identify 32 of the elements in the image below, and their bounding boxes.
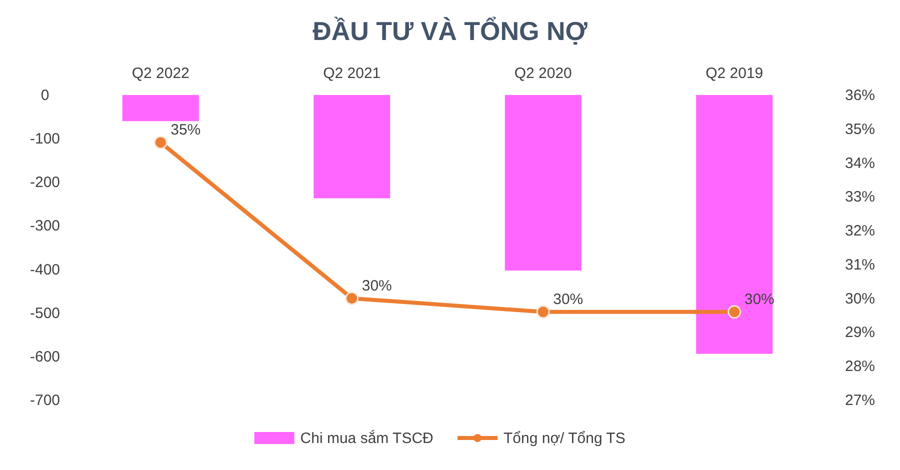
y2-tick-label: 30% — [844, 290, 876, 308]
y2-tick-label: 28% — [844, 358, 876, 376]
y-tick-label: -300 — [30, 218, 60, 235]
y-tick-label: -500 — [30, 304, 60, 322]
y2-tick-label: 29% — [844, 324, 876, 342]
y-tick-label: -700 — [30, 392, 60, 409]
chart-title: ĐẦU TƯ VÀ TỔNG NỢ — [312, 16, 588, 46]
y-tick-label: -600 — [30, 348, 60, 366]
data-label: 30% — [362, 277, 392, 294]
y-tick-label: -200 — [30, 174, 60, 192]
point — [536, 305, 550, 319]
point — [728, 305, 742, 319]
y2-tick-label: 27% — [844, 392, 876, 409]
x-tick-label: Q2 2019 — [706, 65, 764, 82]
data-label: 30% — [553, 290, 584, 308]
y-tick-label: 0 — [40, 87, 50, 104]
legend-label: Tổng nợ/ Tổng TS — [504, 430, 626, 447]
y2-tick-label: 36% — [844, 87, 876, 104]
data-label: 35% — [170, 121, 201, 138]
y2-tick-label: 34% — [844, 154, 876, 172]
y-tick-label: -400 — [30, 261, 60, 278]
x-tick-label: Q2 2021 — [323, 65, 381, 82]
y-tick-label: -100 — [30, 130, 60, 148]
y2-tick-label: 33% — [844, 188, 876, 206]
y2-tick-label: 35% — [844, 120, 876, 138]
x-tick-label: Q2 2022 — [132, 65, 190, 82]
x-tick-label: Q2 2020 — [514, 65, 572, 82]
y2-tick-label: 31% — [844, 256, 876, 274]
y2-tick-label: 32% — [844, 222, 876, 240]
point — [154, 136, 168, 150]
legend-label: Chi mua sắm TSCĐ — [300, 429, 434, 447]
point — [345, 292, 359, 306]
